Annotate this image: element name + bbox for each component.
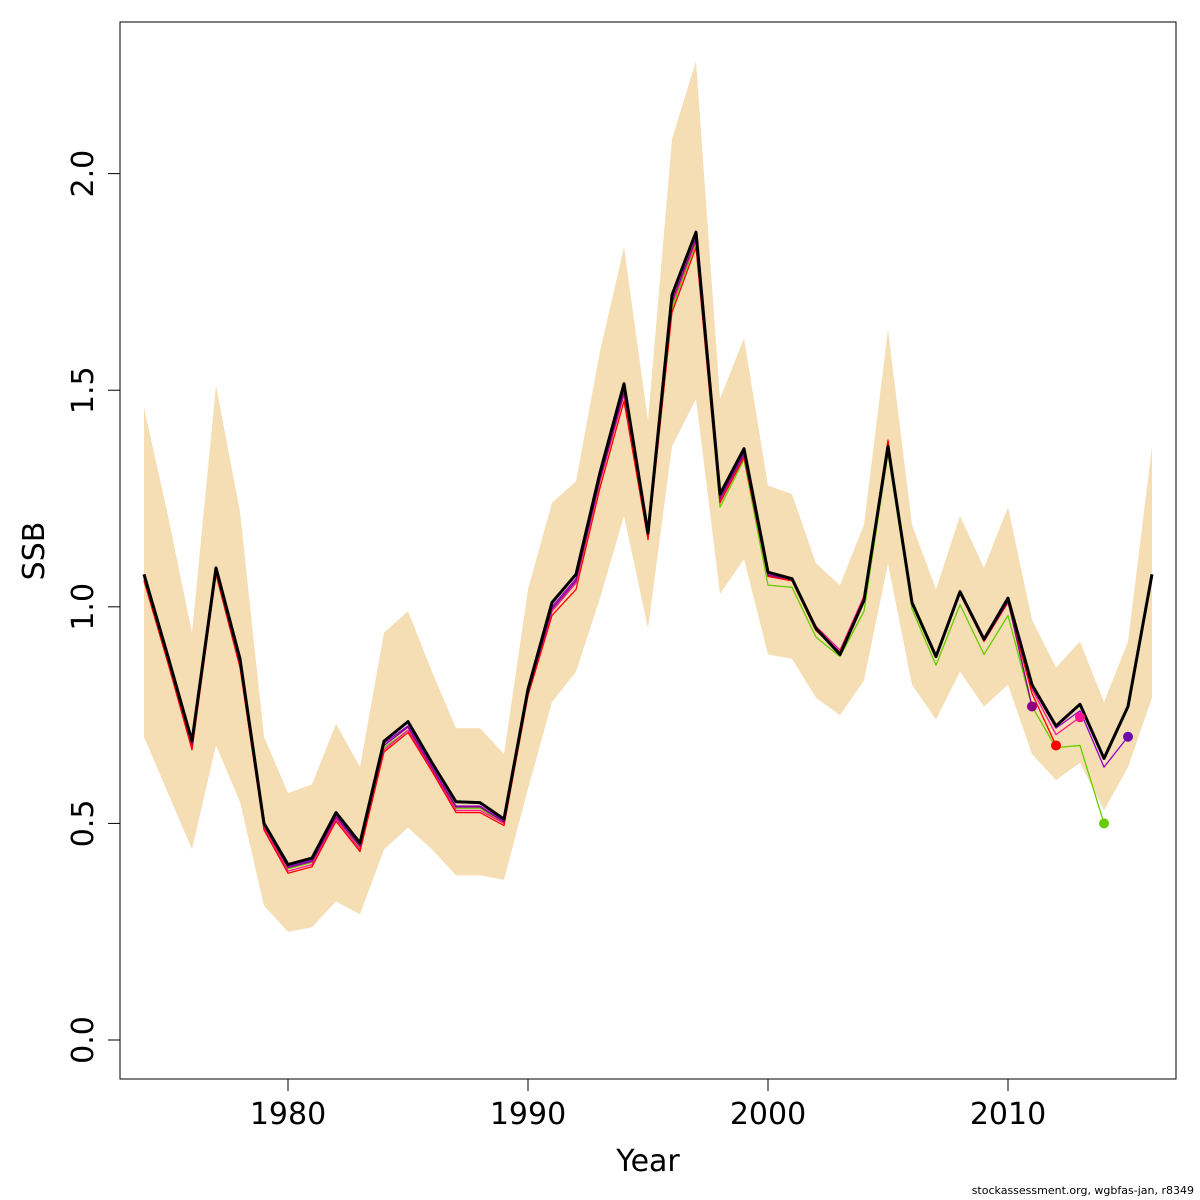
x-tick-label-2010: 2010	[970, 1097, 1046, 1132]
y-tick-label-4: 2.0	[66, 150, 101, 198]
y-tick-label-1: 0.5	[66, 800, 101, 848]
confidence-band	[144, 60, 1152, 932]
x-axis: 1980 1990 2000 2010	[144, 1078, 1152, 1132]
series-layer	[142, 230, 1154, 874]
x-tick-label-1990: 1990	[490, 1097, 566, 1132]
confidence-band-layer	[144, 60, 1152, 932]
y-tick-label-2: 1.0	[66, 583, 101, 631]
x-axis-title: Year	[615, 1144, 680, 1179]
endpoints-layer	[1027, 701, 1133, 829]
x-tick-label-2000: 2000	[730, 1097, 806, 1132]
y-axis-title: SSB	[17, 522, 52, 581]
y-axis: 0.0 0.5 1.0 1.5 2.0	[66, 150, 121, 1064]
y-tick-label-0: 0.0	[66, 1016, 101, 1064]
endpoint-marker-2012	[1051, 740, 1061, 751]
endpoint-marker-2015	[1123, 731, 1133, 742]
endpoint-marker-2014	[1099, 818, 1109, 829]
endpoint-marker-2013	[1075, 712, 1085, 723]
series-line-0	[142, 230, 1154, 867]
x-tick-label-1980: 1980	[250, 1097, 326, 1132]
endpoint-marker-2011	[1027, 701, 1037, 712]
footer-credit: stockassessment.org, wgbfas-jan, r8349	[971, 1184, 1194, 1197]
y-tick-label-3: 1.5	[66, 366, 101, 414]
